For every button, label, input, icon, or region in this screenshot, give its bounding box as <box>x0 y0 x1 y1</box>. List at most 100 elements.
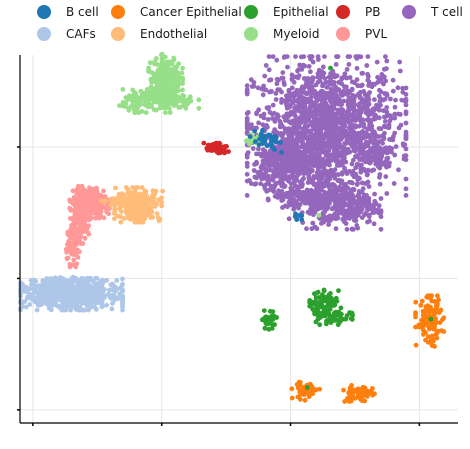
point-t-cell-0-674 <box>320 64 326 70</box>
point-t-cell-2-156 <box>313 205 319 211</box>
point-t-cell-2-169 <box>317 176 322 182</box>
point-cafs-1-114 <box>75 284 81 289</box>
point-t-cell-1-241 <box>260 147 266 153</box>
point-t-cell-0-597 <box>275 87 281 93</box>
point-t-cell-0-1194 <box>300 116 306 121</box>
point-t-cell-0-866 <box>289 72 295 78</box>
point-t-cell-3-199 <box>347 216 352 221</box>
point-t-cell-1-138 <box>303 135 309 141</box>
point-t-cell-1-32 <box>313 146 318 152</box>
point-t-cell-0-920 <box>279 89 284 95</box>
point-t-cell-0-1487 <box>328 125 334 130</box>
point-cafs-0-112 <box>109 306 115 312</box>
point-cafs-0-691 <box>82 276 88 282</box>
point-t-cell-0-1178 <box>349 87 355 93</box>
point-t-cell-4-50 <box>374 139 380 145</box>
point-cancer-epithelial-0-85 <box>425 339 431 345</box>
point-pvl-1-118 <box>81 215 86 221</box>
point-t-cell-0-1092 <box>260 92 266 98</box>
point-cafs-0-664 <box>119 283 125 288</box>
point-t-cell-0-1281 <box>383 54 388 59</box>
point-t-cell-0-1196 <box>331 80 337 85</box>
point-cafs-1-89 <box>76 278 82 283</box>
point-t-cell-0-1372 <box>380 74 386 80</box>
point-t-cell-0-1173 <box>365 77 371 83</box>
point-t-cell-0-1301 <box>340 91 346 96</box>
point-myeloid-1-139 <box>143 110 149 115</box>
point-epithelial-0-98 <box>315 290 320 295</box>
point-pb-0-30 <box>205 142 211 148</box>
point-t-cell-0-1396 <box>288 127 293 133</box>
point-t-cell-1-305 <box>301 171 307 176</box>
point-t-cell-0-1081 <box>251 83 257 89</box>
point-t-cell-0-221 <box>383 174 389 180</box>
point-myeloid-1-158 <box>176 105 182 110</box>
point-t-cell-0-1430 <box>334 163 340 168</box>
point-cafs-1-84 <box>74 288 79 293</box>
point-pvl-1-57 <box>71 218 76 224</box>
point-t-cell-0-1236 <box>302 90 308 95</box>
point-t-cell-2-155 <box>301 176 306 181</box>
point-t-cell-0-982 <box>378 126 384 132</box>
point-t-cell-3-198 <box>347 192 352 197</box>
point-t-cell-3-195 <box>350 194 356 200</box>
point-t-cell-0-1437 <box>391 181 397 186</box>
point-t-cell-0-1351 <box>323 126 329 132</box>
point-cancer-epithelial-0-117 <box>435 309 440 315</box>
point-t-cell-0-706 <box>403 120 409 126</box>
point-pvl-0-231 <box>68 207 74 213</box>
point-myeloid-0-120 <box>180 87 186 93</box>
point-t-cell-0-1175 <box>306 107 312 113</box>
point-t-cell-0-1466 <box>293 117 299 123</box>
point-cafs-0-510 <box>94 275 100 281</box>
point-t-cell-0-1416 <box>350 171 356 176</box>
point-t-cell-3-71 <box>326 200 331 206</box>
point-t-cell-3-182 <box>355 202 360 208</box>
point-t-cell-5-61 <box>307 198 313 203</box>
point-t-cell-0-557 <box>349 161 355 167</box>
point-t-cell-0-1364 <box>330 137 335 143</box>
series-t-cell <box>244 54 409 232</box>
point-epithelial-0-105 <box>312 310 317 316</box>
point-endothelial-0-243 <box>150 188 156 194</box>
point-pvl-0-256 <box>84 189 90 194</box>
point-myeloid-1-113 <box>187 94 193 100</box>
point-t-cell-3-57 <box>360 186 366 192</box>
point-t-cell-0-1343 <box>311 120 316 126</box>
point-t-cell-0-1447 <box>400 85 405 91</box>
point-b-cell-0-25 <box>269 144 275 150</box>
point-t-cell-2-167 <box>325 176 331 182</box>
point-t-cell-0-571 <box>397 59 402 65</box>
point-myeloid-1-193 <box>149 102 154 108</box>
point-t-cell-2-95 <box>304 226 309 232</box>
point-cafs-1-112 <box>43 288 49 293</box>
point-cafs-1-32 <box>68 296 73 302</box>
point-t-cell-0-966 <box>382 114 387 120</box>
point-cancer-epithelial-0-118 <box>431 323 437 329</box>
point-t-cell-4-47 <box>358 156 364 161</box>
point-t-cell-0-288 <box>382 119 388 124</box>
point-t-cell-0-1299 <box>353 123 358 129</box>
point-t-cell-1-292 <box>263 156 268 162</box>
point-myeloid-0-211 <box>162 80 168 86</box>
point-t-cell-0-1289 <box>351 99 357 104</box>
point-pvl-1-37 <box>86 208 92 214</box>
point-t-cell-0-1127 <box>275 112 280 118</box>
point-t-cell-0-786 <box>390 88 396 94</box>
point-t-cell-3-194 <box>355 211 361 217</box>
point-t-cell-0-1441 <box>350 142 355 148</box>
point-t-cell-4-23 <box>365 167 371 173</box>
point-t-cell-2-163 <box>312 200 317 206</box>
point-cafs-0-622 <box>81 300 87 306</box>
point-t-cell-5-41 <box>307 192 313 198</box>
point-t-cell-0-1363 <box>347 96 353 102</box>
point-t-cell-3-183 <box>362 197 368 203</box>
point-t-cell-3-136 <box>319 202 324 208</box>
point-epithelial-2-21 <box>349 317 355 322</box>
point-t-cell-0-591 <box>249 122 254 128</box>
point-pvl-1-41 <box>82 235 88 241</box>
point-cancer-epithelial-2-51 <box>349 383 354 388</box>
point-t-cell-0-601 <box>382 96 388 102</box>
point-myeloid-0-219 <box>149 70 155 75</box>
point-myeloid-1-194 <box>179 95 185 100</box>
